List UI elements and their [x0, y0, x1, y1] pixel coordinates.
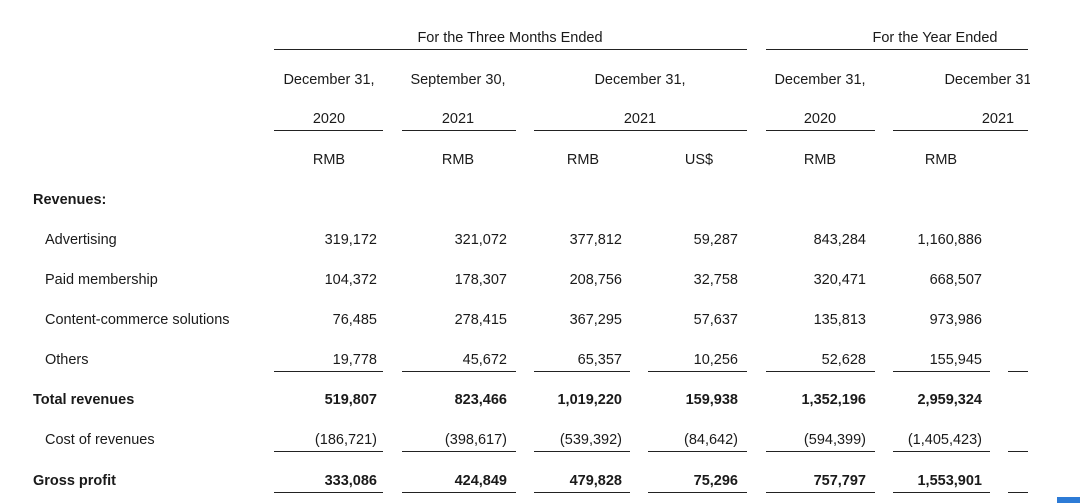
- cell-value: 843,284: [813, 232, 866, 248]
- cell-value: 1,160,886: [917, 232, 982, 248]
- cell-value: 57,637: [693, 312, 738, 328]
- cell-value: 32,758: [693, 272, 738, 288]
- cell-value: 178,307: [454, 272, 507, 288]
- cell-value: (398,617): [444, 432, 507, 448]
- rule: [274, 492, 383, 493]
- column-year: 2020: [803, 111, 837, 127]
- rule: [534, 492, 630, 493]
- cell-value: 52,628: [821, 352, 866, 368]
- rule: [402, 371, 516, 372]
- rule: [1008, 492, 1028, 493]
- cell-value: 208,756: [569, 272, 622, 288]
- column-year: 2020: [312, 111, 346, 127]
- column-date: December 31,: [283, 72, 375, 88]
- cell-value: 377,812: [569, 232, 622, 248]
- rule: [766, 371, 875, 372]
- column-year: 2021: [441, 111, 475, 127]
- row-label: Paid membership: [45, 272, 158, 288]
- row-label: Advertising: [45, 232, 117, 248]
- rule: [893, 492, 990, 493]
- cell-value: 2,959,324: [917, 392, 982, 408]
- row-label: Others: [45, 352, 89, 368]
- cell-value: 76,485: [332, 312, 377, 328]
- cell-value: (539,392): [559, 432, 622, 448]
- section-label: Revenues:: [33, 192, 107, 208]
- rule: [648, 451, 747, 452]
- column-date: December 31,: [774, 72, 866, 88]
- rule: [274, 130, 383, 131]
- row-label: Total revenues: [33, 392, 135, 408]
- cell-value: 519,807: [324, 392, 377, 408]
- cell-value: 333,086: [324, 473, 377, 489]
- cell-value: 159,938: [685, 392, 738, 408]
- cell-value: 135,813: [813, 312, 866, 328]
- cell-value: (186,721): [314, 432, 377, 448]
- rule: [274, 451, 383, 452]
- cell-value: 65,357: [577, 352, 622, 368]
- rule: [534, 130, 747, 131]
- cell-value: 320,471: [813, 272, 866, 288]
- rule: [1008, 371, 1028, 372]
- rule: [534, 371, 630, 372]
- currency: RMB: [566, 152, 600, 168]
- cell-value: 59,287: [693, 232, 738, 248]
- cell-value: 75,296: [693, 473, 738, 489]
- rule: [766, 49, 1028, 50]
- cell-value: 1,019,220: [557, 392, 622, 408]
- cell-value: (84,642): [683, 432, 738, 448]
- cell-value: 155,945: [929, 352, 982, 368]
- rule: [402, 492, 516, 493]
- cell-value: 321,072: [454, 232, 507, 248]
- rule: [893, 130, 1028, 131]
- cell-value: 19,778: [332, 352, 377, 368]
- currency: US$: [684, 152, 714, 168]
- rule: [893, 371, 990, 372]
- currency: RMB: [441, 152, 475, 168]
- cell-value: 479,828: [569, 473, 622, 489]
- rule: [893, 451, 990, 452]
- rule: [402, 130, 516, 131]
- currency: RMB: [312, 152, 346, 168]
- cell-value: 104,372: [324, 272, 377, 288]
- rule: [534, 451, 630, 452]
- currency: RMB: [924, 152, 958, 168]
- cell-value: 823,466: [454, 392, 507, 408]
- rule: [766, 492, 875, 493]
- column-year: 2021: [623, 111, 657, 127]
- column-date: September 30,: [410, 72, 506, 88]
- corner-badge: [1057, 497, 1080, 503]
- cell-value: (594,399): [803, 432, 866, 448]
- cell-value: 973,986: [929, 312, 982, 328]
- rule: [274, 49, 747, 50]
- cell-value: 1,352,196: [801, 392, 866, 408]
- row-label: Gross profit: [33, 473, 116, 489]
- cell-value: 757,797: [813, 473, 866, 489]
- cell-value: 1,553,901: [917, 473, 982, 489]
- cell-value: (1,405,423): [907, 432, 982, 448]
- column-year: 2021: [981, 111, 1015, 127]
- rule: [274, 371, 383, 372]
- cell-value: 424,849: [454, 473, 507, 489]
- rule: [1008, 451, 1028, 452]
- column-date: December 31,: [944, 72, 1030, 88]
- rule: [648, 492, 747, 493]
- cell-value: 10,256: [693, 352, 738, 368]
- cell-value: 367,295: [569, 312, 622, 328]
- cell-value: 45,672: [462, 352, 507, 368]
- row-label: Cost of revenues: [45, 432, 155, 448]
- table-area: For the Three Months Ended For the Year E…: [33, 30, 1030, 493]
- period-group: For the Three Months Ended: [417, 30, 603, 46]
- rule: [766, 451, 875, 452]
- period-group: For the Year Ended: [872, 30, 998, 46]
- rule: [766, 130, 875, 131]
- currency: RMB: [803, 152, 837, 168]
- column-date: December 31,: [594, 72, 686, 88]
- cell-value: 668,507: [929, 272, 982, 288]
- rule: [648, 371, 747, 372]
- cell-value: 319,172: [324, 232, 377, 248]
- cell-value: 278,415: [454, 312, 507, 328]
- rule: [402, 451, 516, 452]
- row-label: Content-commerce solutions: [45, 312, 230, 328]
